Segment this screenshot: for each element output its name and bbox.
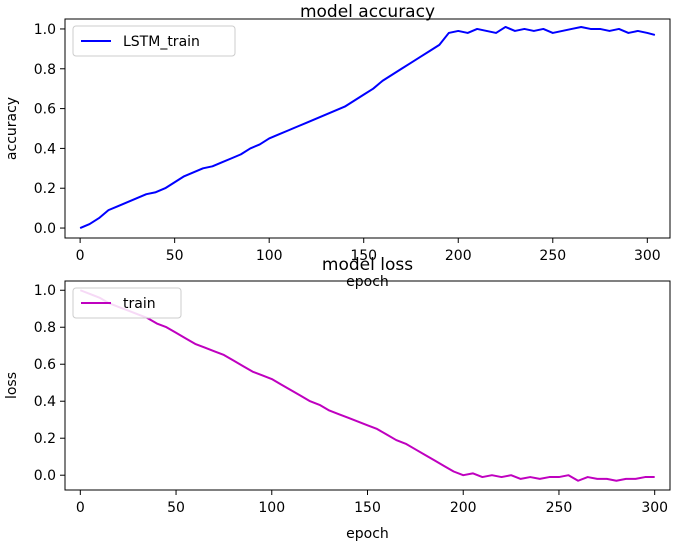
loss-legend-label: train	[123, 296, 156, 312]
loss-x-tick-label: 50	[167, 500, 185, 516]
loss-y-tick-label: 0.6	[34, 357, 56, 373]
accuracy-legend: LSTM_train	[72, 25, 236, 57]
loss-x-tick-label: 100	[258, 500, 285, 516]
accuracy-y-tick-label: 1.0	[34, 22, 56, 38]
accuracy-y-tick-label: 0.8	[34, 62, 56, 78]
accuracy-x-tick-label: 0	[76, 248, 85, 264]
accuracy-chart-title: model accuracy	[300, 2, 435, 22]
loss-y-tick-label: 1.0	[34, 283, 56, 299]
accuracy-series-line-0	[79, 25, 656, 229]
loss-legend: train	[72, 287, 182, 319]
loss-chart: 0 50 100 150 200 250 300 0.0 0.2 0.4 0.6 0.8 1.0 epoc…	[4, 255, 671, 542]
accuracy-x-tick-label: 150	[350, 248, 377, 264]
accuracy-y-tick-label: 0.0	[34, 221, 56, 237]
loss-y-tick-label: 0.8	[34, 320, 56, 336]
accuracy-y-tick-label: 0.2	[34, 181, 56, 197]
accuracy-x-tick-label: 100	[256, 248, 283, 264]
loss-x-axis-label: epoch	[346, 526, 389, 542]
loss-series-line-0	[79, 289, 655, 482]
accuracy-legend-label: LSTM_train	[123, 34, 200, 50]
accuracy-legend-box	[72, 25, 236, 57]
loss-x-tick-label: 200	[450, 500, 477, 516]
loss-x-tick-label: 300	[641, 500, 668, 516]
accuracy-y-tick-label: 0.4	[34, 141, 56, 157]
loss-y-axis-label: loss	[4, 372, 20, 399]
accuracy-x-tick-label: 250	[539, 248, 566, 264]
accuracy-x-tick-label: 300	[634, 248, 661, 264]
accuracy-x-axis-label: epoch	[346, 274, 389, 290]
loss-legend-box	[72, 287, 182, 319]
accuracy-x-tick-label: 200	[445, 248, 472, 264]
loss-y-tick-label: 0.2	[34, 431, 56, 447]
loss-chart-title: model loss	[322, 255, 413, 275]
loss-y-tick-label: 0.4	[34, 394, 56, 410]
accuracy-y-tick-label: 0.6	[34, 102, 56, 118]
loss-x-tick-label: 250	[546, 500, 573, 516]
loss-x-tick-label: 0	[76, 500, 85, 516]
loss-x-tick-label: 150	[354, 500, 381, 516]
loss-y-tick-label: 0.0	[34, 468, 56, 484]
accuracy-axes-frame	[64, 18, 671, 239]
accuracy-y-axis-label: accuracy	[4, 97, 20, 160]
accuracy-chart: 0 50 100 150 200 250 300 0.0 0.2 0.4 0.6 0.8 1.0 epoc…	[4, 2, 671, 290]
accuracy-x-tick-label: 50	[166, 248, 184, 264]
